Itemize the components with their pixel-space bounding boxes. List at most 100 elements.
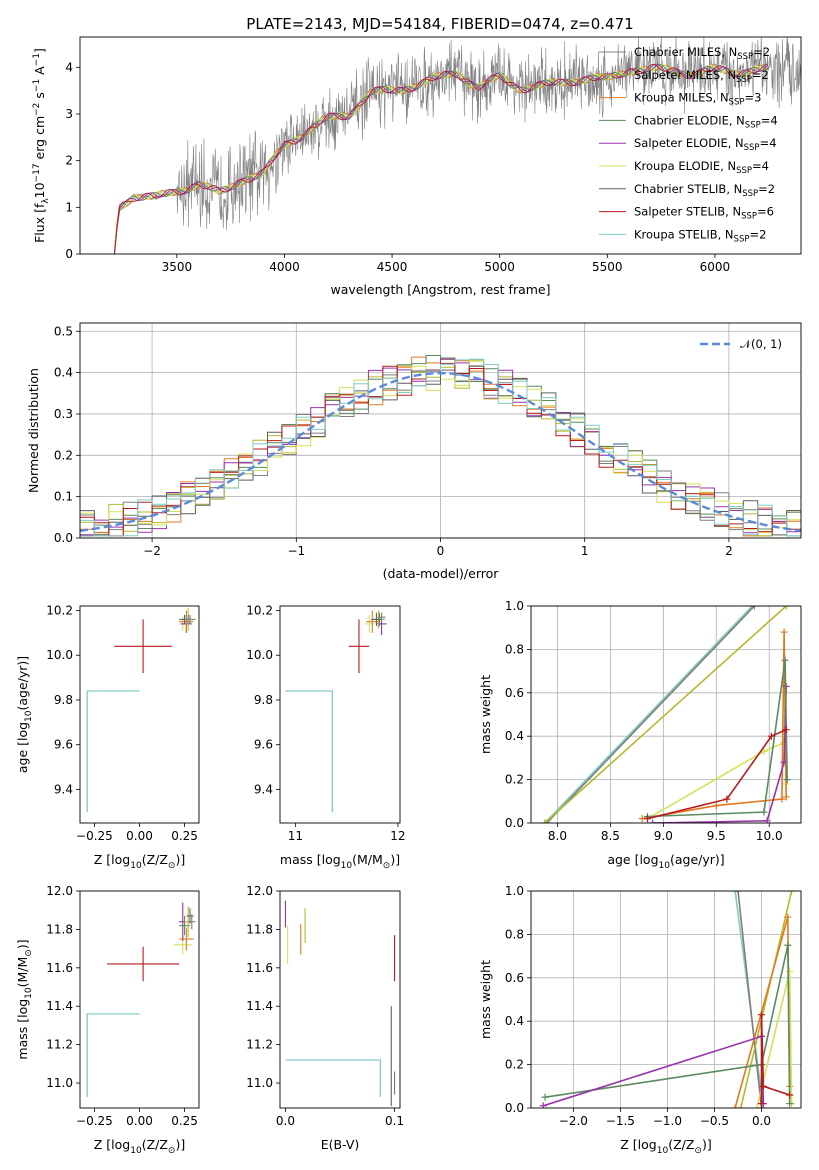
y-tick-label: 0.0 (505, 1101, 524, 1115)
gaussian-curve (80, 371, 801, 532)
axes-0: 3500 4000 4500 5000 5500 6000 0 1 2 3 4 (65, 37, 801, 274)
x-tick-label: 0.0 (752, 1114, 771, 1128)
mass-weight-marker (757, 1011, 765, 1019)
axes-frame-6 (279, 890, 401, 1109)
y-tick-label: 11.8 (246, 922, 273, 936)
axes-frame-2 (79, 605, 200, 824)
figure-title: PLATE=2143, MJD=54184, FIBERID=0474, z=0… (246, 15, 633, 33)
mass-weight-marker (786, 1091, 794, 1099)
y-tick-label: 10.0 (46, 648, 73, 662)
y-tick-label: 10.2 (46, 603, 73, 617)
mass-weight-marker (786, 967, 794, 975)
y-tick-label: 11.6 (246, 961, 273, 975)
observed-spectrum (114, 37, 801, 254)
x-tick-label: 0.0 (276, 1114, 295, 1128)
y-tick-label: 0.0 (54, 531, 73, 545)
axes-4: 8.0 8.5 9.0 9.5 10.0 0.0 0.2 0.4 0.6 0.8 1.0 (505, 599, 801, 843)
axes-frame-0 (79, 36, 802, 255)
y-tick-label: 12.0 (46, 884, 73, 898)
mass-weight-marker (757, 1100, 765, 1108)
y-tick-label: 0.6 (505, 971, 524, 985)
y-tick-label: 0.2 (505, 773, 524, 787)
y-tick-label: 2 (65, 154, 73, 168)
mass-weight-line (647, 660, 788, 818)
model-spectrum (113, 63, 769, 254)
x-tick-label: 0.00 (126, 829, 153, 843)
x-tick-label: −1 (287, 544, 305, 558)
y-tick-label: 0.3 (54, 407, 73, 421)
y-tick-label: 9.6 (54, 738, 73, 752)
mass-weight-marker (539, 1102, 547, 1108)
y-tick-label: 4 (65, 60, 73, 74)
legend-entry: Chabrier MILES, NSSP=2 (634, 45, 770, 62)
x-tick-label: 10.0 (756, 829, 783, 843)
mass-weight-marker (643, 815, 651, 823)
mass-weight-marker (753, 1104, 761, 1108)
y-tick-label: 0.0 (505, 816, 524, 830)
mass-weight-line (740, 891, 793, 1108)
mass-weight-marker (759, 1082, 767, 1090)
y-tick-label: 11.2 (246, 1038, 273, 1052)
model-spectrum (114, 63, 769, 254)
mass-weight-marker (737, 1104, 745, 1108)
residual-histogram (80, 365, 801, 536)
mass-weight-marker (782, 793, 790, 801)
x-tick-label: −1.0 (653, 1114, 682, 1128)
data-point-errorbar (86, 690, 140, 813)
y-tick-label: 11.8 (46, 922, 73, 936)
legend-entry: Salpeter ELODIE, NSSP=4 (634, 136, 777, 153)
mass-weight-marker (767, 732, 775, 740)
mass-weight-line (652, 686, 787, 823)
x-axis-label: wavelength [Angstrom, rest frame] (330, 282, 550, 297)
legend-entry: Salpeter STELIB, NSSP=6 (634, 205, 774, 222)
mass-weight-marker (750, 606, 758, 610)
mass-weight-line (642, 631, 787, 820)
x-tick-label: −2.0 (559, 1114, 588, 1128)
legend-entry: Chabrier STELIB, NSSP=2 (634, 182, 775, 199)
x-tick-label: 5500 (592, 260, 623, 274)
y-tick-label: 1 (65, 200, 73, 214)
y-axis-label: Normed distribution (26, 368, 41, 493)
y-axis-label: mass weight (478, 675, 493, 754)
x-tick-label: 4000 (269, 260, 300, 274)
y-tick-label: 0.4 (54, 366, 73, 380)
y-axis-label: Flux [fλ10−17 erg cm−2 s−1 A−1] (32, 48, 51, 243)
y-tick-label: 0.8 (505, 642, 524, 656)
mass-weight-line (546, 606, 755, 823)
x-tick-label: −2 (143, 544, 161, 558)
axes-frame-7 (530, 890, 802, 1109)
x-tick-label: 0 (437, 544, 445, 558)
mass-weight-marker (781, 656, 789, 664)
model-spectrum (114, 63, 769, 254)
x-tick-label: 0.25 (171, 1114, 198, 1128)
mass-weight-marker (784, 941, 792, 949)
mass-weight-marker (731, 1104, 739, 1108)
y-tick-label: 11.0 (46, 1076, 73, 1090)
x-tick-label: −0.25 (76, 829, 113, 843)
x-axis-label: Z [log10(Z/Z⊙)] (620, 1137, 711, 1156)
y-axis-label: mass [log10(M/M⊙)] (15, 939, 34, 1059)
x-tick-label: 1 (581, 544, 589, 558)
mass-weight-line (544, 945, 791, 1104)
y-tick-label: 11.0 (246, 1076, 273, 1090)
axes-5: −0.25 0.00 0.25 11.0 11.2 11.4 11.6 11.8 12.0 (46, 884, 198, 1128)
mass-weight-line (544, 606, 787, 823)
y-tick-label: 0.1 (54, 490, 73, 504)
y-tick-label: 1.0 (505, 599, 524, 613)
x-axis-label: mass [log10(M/M⊙)] (280, 852, 400, 871)
mass-weight-marker (760, 808, 768, 816)
legend-entry: Kroupa ELODIE, NSSP=4 (634, 159, 769, 176)
data-point-errorbar (86, 1013, 140, 1098)
x-tick-label: 12 (390, 829, 405, 843)
y-tick-label: 0.4 (505, 729, 524, 743)
y-tick-label: 0.6 (505, 686, 524, 700)
x-tick-label: 5000 (484, 260, 515, 274)
axes-frame-3 (279, 605, 401, 824)
axes-frame-4 (530, 605, 802, 824)
y-tick-label: 0.8 (505, 927, 524, 941)
model-spectrum (113, 63, 769, 252)
y-tick-label: 0.2 (505, 1058, 524, 1072)
mass-weight-marker (782, 606, 790, 610)
y-tick-label: 10.2 (246, 603, 273, 617)
